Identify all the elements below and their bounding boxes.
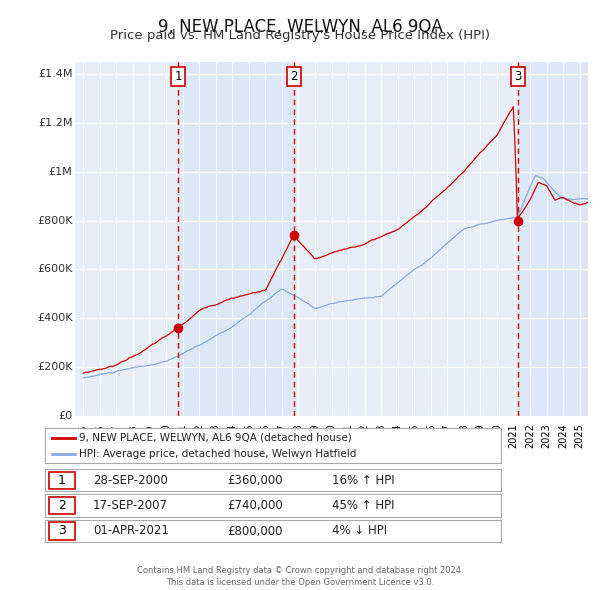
Text: 1: 1 <box>175 70 182 83</box>
FancyBboxPatch shape <box>49 497 75 514</box>
Text: £1.4M: £1.4M <box>38 69 73 79</box>
Text: 4% ↓ HPI: 4% ↓ HPI <box>332 525 388 537</box>
Text: 3: 3 <box>514 70 521 83</box>
Text: £1.2M: £1.2M <box>38 118 73 128</box>
Text: £600K: £600K <box>37 264 73 274</box>
Text: 45% ↑ HPI: 45% ↑ HPI <box>332 499 395 512</box>
Text: 3: 3 <box>58 525 66 537</box>
Text: £800K: £800K <box>37 215 73 225</box>
Text: £1M: £1M <box>49 167 73 177</box>
Text: 1: 1 <box>58 474 66 487</box>
Text: 17-SEP-2007: 17-SEP-2007 <box>93 499 168 512</box>
Text: £800,000: £800,000 <box>227 525 283 537</box>
Text: 01-APR-2021: 01-APR-2021 <box>93 525 169 537</box>
Text: £740,000: £740,000 <box>227 499 283 512</box>
Text: £400K: £400K <box>37 313 73 323</box>
Text: £200K: £200K <box>37 362 73 372</box>
Text: 2: 2 <box>58 499 66 512</box>
Text: 16% ↑ HPI: 16% ↑ HPI <box>332 474 395 487</box>
Text: Contains HM Land Registry data © Crown copyright and database right 2024.
This d: Contains HM Land Registry data © Crown c… <box>137 566 463 587</box>
Bar <box>178 62 293 416</box>
Text: HPI: Average price, detached house, Welwyn Hatfield: HPI: Average price, detached house, Welw… <box>79 450 356 459</box>
FancyBboxPatch shape <box>49 472 75 489</box>
Text: 9, NEW PLACE, WELWYN, AL6 9QA: 9, NEW PLACE, WELWYN, AL6 9QA <box>158 18 442 36</box>
FancyBboxPatch shape <box>49 523 75 539</box>
Bar <box>518 62 588 416</box>
Text: 9, NEW PLACE, WELWYN, AL6 9QA (detached house): 9, NEW PLACE, WELWYN, AL6 9QA (detached … <box>79 432 352 442</box>
Text: 28-SEP-2000: 28-SEP-2000 <box>93 474 167 487</box>
Text: Price paid vs. HM Land Registry's House Price Index (HPI): Price paid vs. HM Land Registry's House … <box>110 30 490 42</box>
Text: £0: £0 <box>58 411 73 421</box>
Text: £360,000: £360,000 <box>227 474 283 487</box>
Text: 2: 2 <box>290 70 298 83</box>
